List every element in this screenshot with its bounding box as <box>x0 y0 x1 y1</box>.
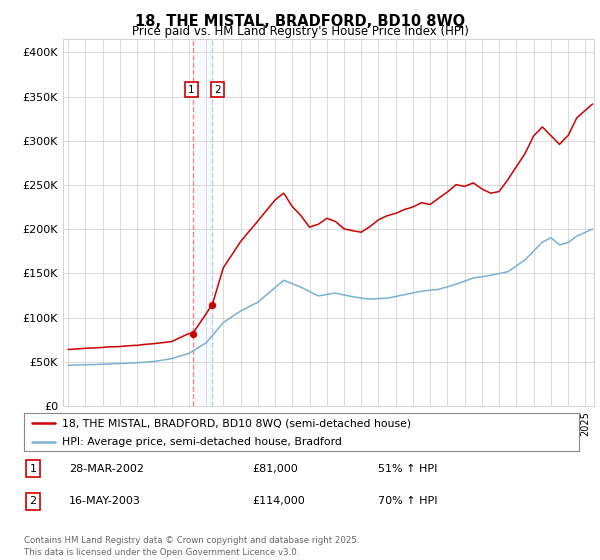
Text: 18, THE MISTAL, BRADFORD, BD10 8WQ: 18, THE MISTAL, BRADFORD, BD10 8WQ <box>135 14 465 29</box>
Text: 16-MAY-2003: 16-MAY-2003 <box>69 496 141 506</box>
Text: 1: 1 <box>29 464 37 474</box>
Text: 18, THE MISTAL, BRADFORD, BD10 8WQ (semi-detached house): 18, THE MISTAL, BRADFORD, BD10 8WQ (semi… <box>62 418 411 428</box>
Text: 1: 1 <box>188 85 195 95</box>
Text: 2: 2 <box>29 496 37 506</box>
Text: HPI: Average price, semi-detached house, Bradford: HPI: Average price, semi-detached house,… <box>62 437 341 447</box>
Text: 28-MAR-2002: 28-MAR-2002 <box>69 464 144 474</box>
Point <box>188 330 197 339</box>
Text: 2: 2 <box>214 85 221 95</box>
Bar <box>193 39 212 406</box>
Point <box>208 301 217 310</box>
Text: Price paid vs. HM Land Registry's House Price Index (HPI): Price paid vs. HM Land Registry's House … <box>131 25 469 38</box>
Text: Contains HM Land Registry data © Crown copyright and database right 2025.
This d: Contains HM Land Registry data © Crown c… <box>24 536 359 557</box>
Text: 70% ↑ HPI: 70% ↑ HPI <box>378 496 437 506</box>
Text: £81,000: £81,000 <box>252 464 298 474</box>
Text: 51% ↑ HPI: 51% ↑ HPI <box>378 464 437 474</box>
Text: £114,000: £114,000 <box>252 496 305 506</box>
